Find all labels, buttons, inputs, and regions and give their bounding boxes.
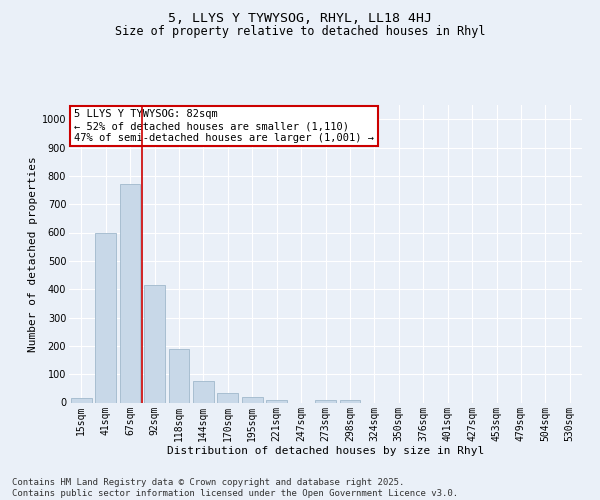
- Bar: [119, 184, 140, 402]
- Bar: [144, 285, 165, 403]
- Y-axis label: Number of detached properties: Number of detached properties: [28, 156, 38, 352]
- Bar: [95, 232, 116, 402]
- Text: 5, LLYS Y TYWYSOG, RHYL, LL18 4HJ: 5, LLYS Y TYWYSOG, RHYL, LL18 4HJ: [168, 12, 432, 26]
- Text: Size of property relative to detached houses in Rhyl: Size of property relative to detached ho…: [115, 25, 485, 38]
- Bar: [315, 400, 336, 402]
- Bar: [217, 392, 238, 402]
- Bar: [242, 398, 263, 402]
- Bar: [169, 348, 190, 403]
- Bar: [266, 400, 287, 402]
- Bar: [193, 381, 214, 402]
- Text: 5 LLYS Y TYWYSOG: 82sqm
← 52% of detached houses are smaller (1,110)
47% of semi: 5 LLYS Y TYWYSOG: 82sqm ← 52% of detache…: [74, 110, 374, 142]
- Bar: [340, 400, 361, 402]
- Bar: [71, 398, 92, 402]
- X-axis label: Distribution of detached houses by size in Rhyl: Distribution of detached houses by size …: [167, 446, 484, 456]
- Text: Contains HM Land Registry data © Crown copyright and database right 2025.
Contai: Contains HM Land Registry data © Crown c…: [12, 478, 458, 498]
